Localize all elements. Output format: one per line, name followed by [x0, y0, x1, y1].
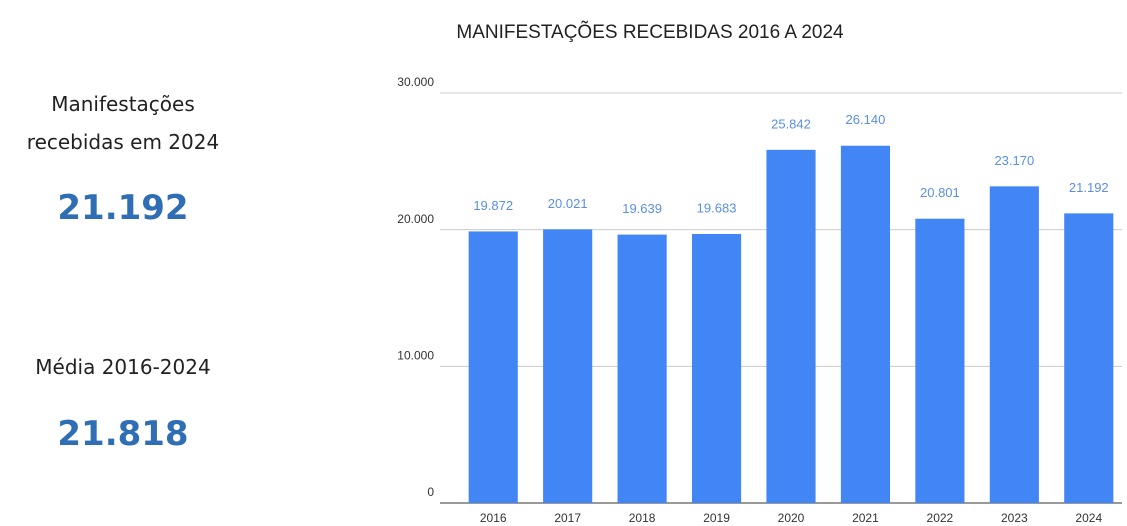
x-tick-label: 2018: [629, 511, 656, 525]
kpi-value: 21.192: [57, 188, 189, 228]
value-label: 26.140: [846, 112, 886, 127]
kpi-value: 21.818: [57, 414, 189, 454]
value-label: 25.842: [771, 116, 811, 131]
bar: [691, 233, 742, 503]
x-tick-label: 2024: [1075, 511, 1102, 525]
value-label: 19.683: [697, 200, 737, 215]
bar: [840, 145, 891, 503]
value-label: 20.021: [548, 196, 588, 211]
value-label: 23.170: [994, 153, 1034, 168]
y-tick-label: 10.000: [397, 349, 434, 363]
bar: [766, 149, 816, 504]
y-tick-label: 30.000: [397, 75, 434, 89]
bar: [543, 229, 593, 503]
bar: [915, 218, 965, 503]
kpi-label: Média 2016-2024: [35, 355, 211, 379]
value-label: 19.872: [473, 198, 513, 213]
bar: [1064, 213, 1114, 503]
bar: [617, 234, 667, 503]
x-tick-label: 2016: [480, 511, 507, 525]
x-tick-label: 2021: [852, 511, 879, 525]
kpi-label: Manifestações recebidas em 2024: [26, 92, 220, 154]
x-tick-label: 2019: [703, 511, 730, 525]
chart-title: MANIFESTAÇÕES RECEBIDAS 2016 A 2024: [456, 21, 844, 43]
value-label: 19.639: [622, 201, 662, 216]
y-tick-label: 0: [427, 485, 434, 499]
x-tick-label: 2017: [554, 511, 581, 525]
x-tick-label: 2020: [778, 511, 805, 525]
value-label: 20.801: [920, 185, 960, 200]
x-tick-label: 2022: [927, 511, 954, 525]
bar: [989, 186, 1039, 504]
y-tick-label: 20.000: [397, 212, 434, 226]
value-label: 21.192: [1069, 180, 1109, 195]
x-tick-label: 2023: [1001, 511, 1028, 525]
bar: [468, 231, 518, 503]
